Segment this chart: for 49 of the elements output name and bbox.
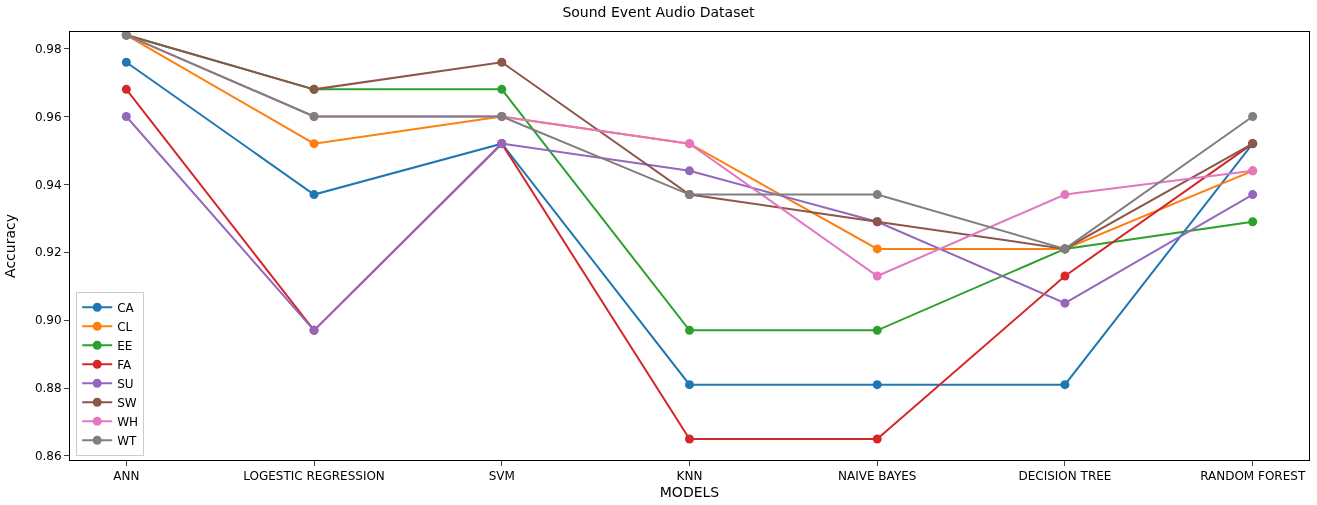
y-tick-label: 0.88	[34, 381, 62, 396]
point	[685, 380, 694, 390]
point	[872, 190, 882, 200]
x-tick-label: DECISION TREE	[1018, 469, 1112, 484]
legend-label: SW	[117, 395, 137, 410]
chart-title: Sound Event Audio Dataset	[562, 4, 756, 21]
point	[872, 325, 882, 335]
y-tick-label: 0.96	[34, 109, 62, 124]
y-tick-label: 0.92	[34, 245, 62, 260]
point	[497, 57, 507, 67]
legend-label: SU	[117, 376, 134, 391]
x-tick-label: NAIVE BAYES	[838, 469, 917, 484]
point	[1248, 112, 1258, 122]
legend-label: FA	[117, 357, 132, 372]
point	[872, 271, 882, 281]
point	[121, 57, 131, 67]
x-tick-label: SVM	[488, 469, 515, 484]
legend-label: WH	[117, 414, 139, 429]
x-tick-label: ANN	[113, 469, 140, 484]
point	[309, 139, 319, 149]
point	[121, 84, 131, 94]
point	[309, 190, 319, 200]
point	[121, 112, 131, 122]
legend-label: EE	[117, 338, 133, 353]
legend-label: CL	[117, 319, 133, 334]
point	[1060, 190, 1070, 200]
legend-label: WT	[117, 433, 138, 448]
legend-label: CA	[117, 300, 135, 315]
y-tick-label: 0.98	[34, 41, 62, 56]
point	[685, 325, 694, 335]
x-tick-label: KNN	[676, 469, 703, 484]
point	[685, 166, 694, 176]
x-axis-title: MODELS	[659, 483, 720, 500]
y-tick-label: 0.94	[34, 177, 62, 192]
point	[1248, 217, 1258, 227]
point	[872, 434, 882, 444]
point	[685, 434, 694, 444]
point	[872, 244, 882, 254]
point	[1248, 190, 1258, 200]
x-tick-label: RANDOM FOREST	[1200, 469, 1306, 484]
point	[1060, 380, 1070, 390]
y-tick-label: 0.90	[34, 313, 62, 328]
point	[1060, 298, 1070, 308]
point	[1060, 271, 1070, 281]
y-tick-label: 0.86	[34, 449, 62, 464]
point	[497, 84, 507, 94]
point	[872, 380, 882, 390]
x-tick-label: LOGESTIC REGRESSION	[243, 469, 385, 484]
y-axis-title: Accuracy	[2, 214, 19, 278]
